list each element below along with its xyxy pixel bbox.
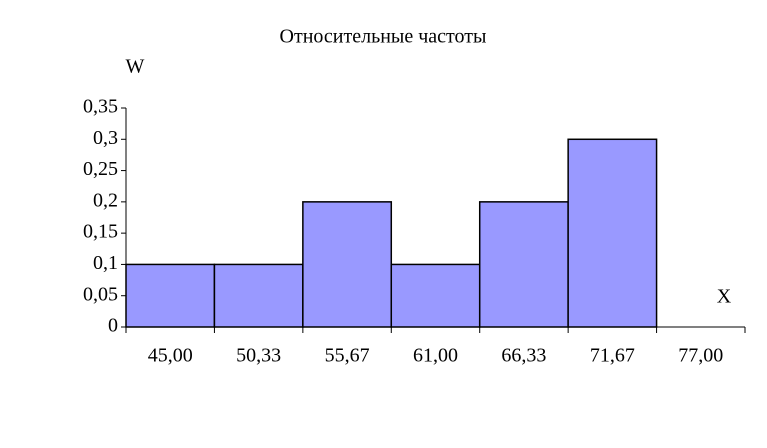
x-tick-label: 61,00: [413, 345, 458, 367]
y-tick-label: 0,3: [93, 127, 118, 149]
bar: [390, 263, 481, 328]
y-tick-label: 0,25: [83, 158, 118, 180]
bar: [125, 263, 216, 328]
x-tick-label: 66,33: [501, 345, 546, 367]
bar: [302, 201, 393, 328]
x-tick-label: 77,00: [678, 345, 723, 367]
chart-title: Относительные частоты: [280, 26, 487, 48]
y-tick-label: 0,2: [93, 189, 118, 211]
x-tick-label: 50,33: [236, 345, 281, 367]
y-tick-label: 0,05: [83, 283, 118, 305]
y-tick-label: 0,1: [93, 252, 118, 274]
bar: [567, 138, 658, 328]
y-tick-label: 0,35: [83, 96, 118, 118]
y-tick-label: 0: [108, 315, 118, 337]
x-axis-label: X: [717, 286, 732, 308]
y-tick-label: 0,15: [83, 221, 118, 243]
bar: [478, 201, 569, 328]
x-tick-label: 55,67: [325, 345, 370, 367]
y-axis-label: W: [126, 56, 145, 78]
x-tick-label: 45,00: [148, 345, 193, 367]
bar: [213, 263, 304, 328]
x-tick-label: 71,67: [590, 345, 635, 367]
